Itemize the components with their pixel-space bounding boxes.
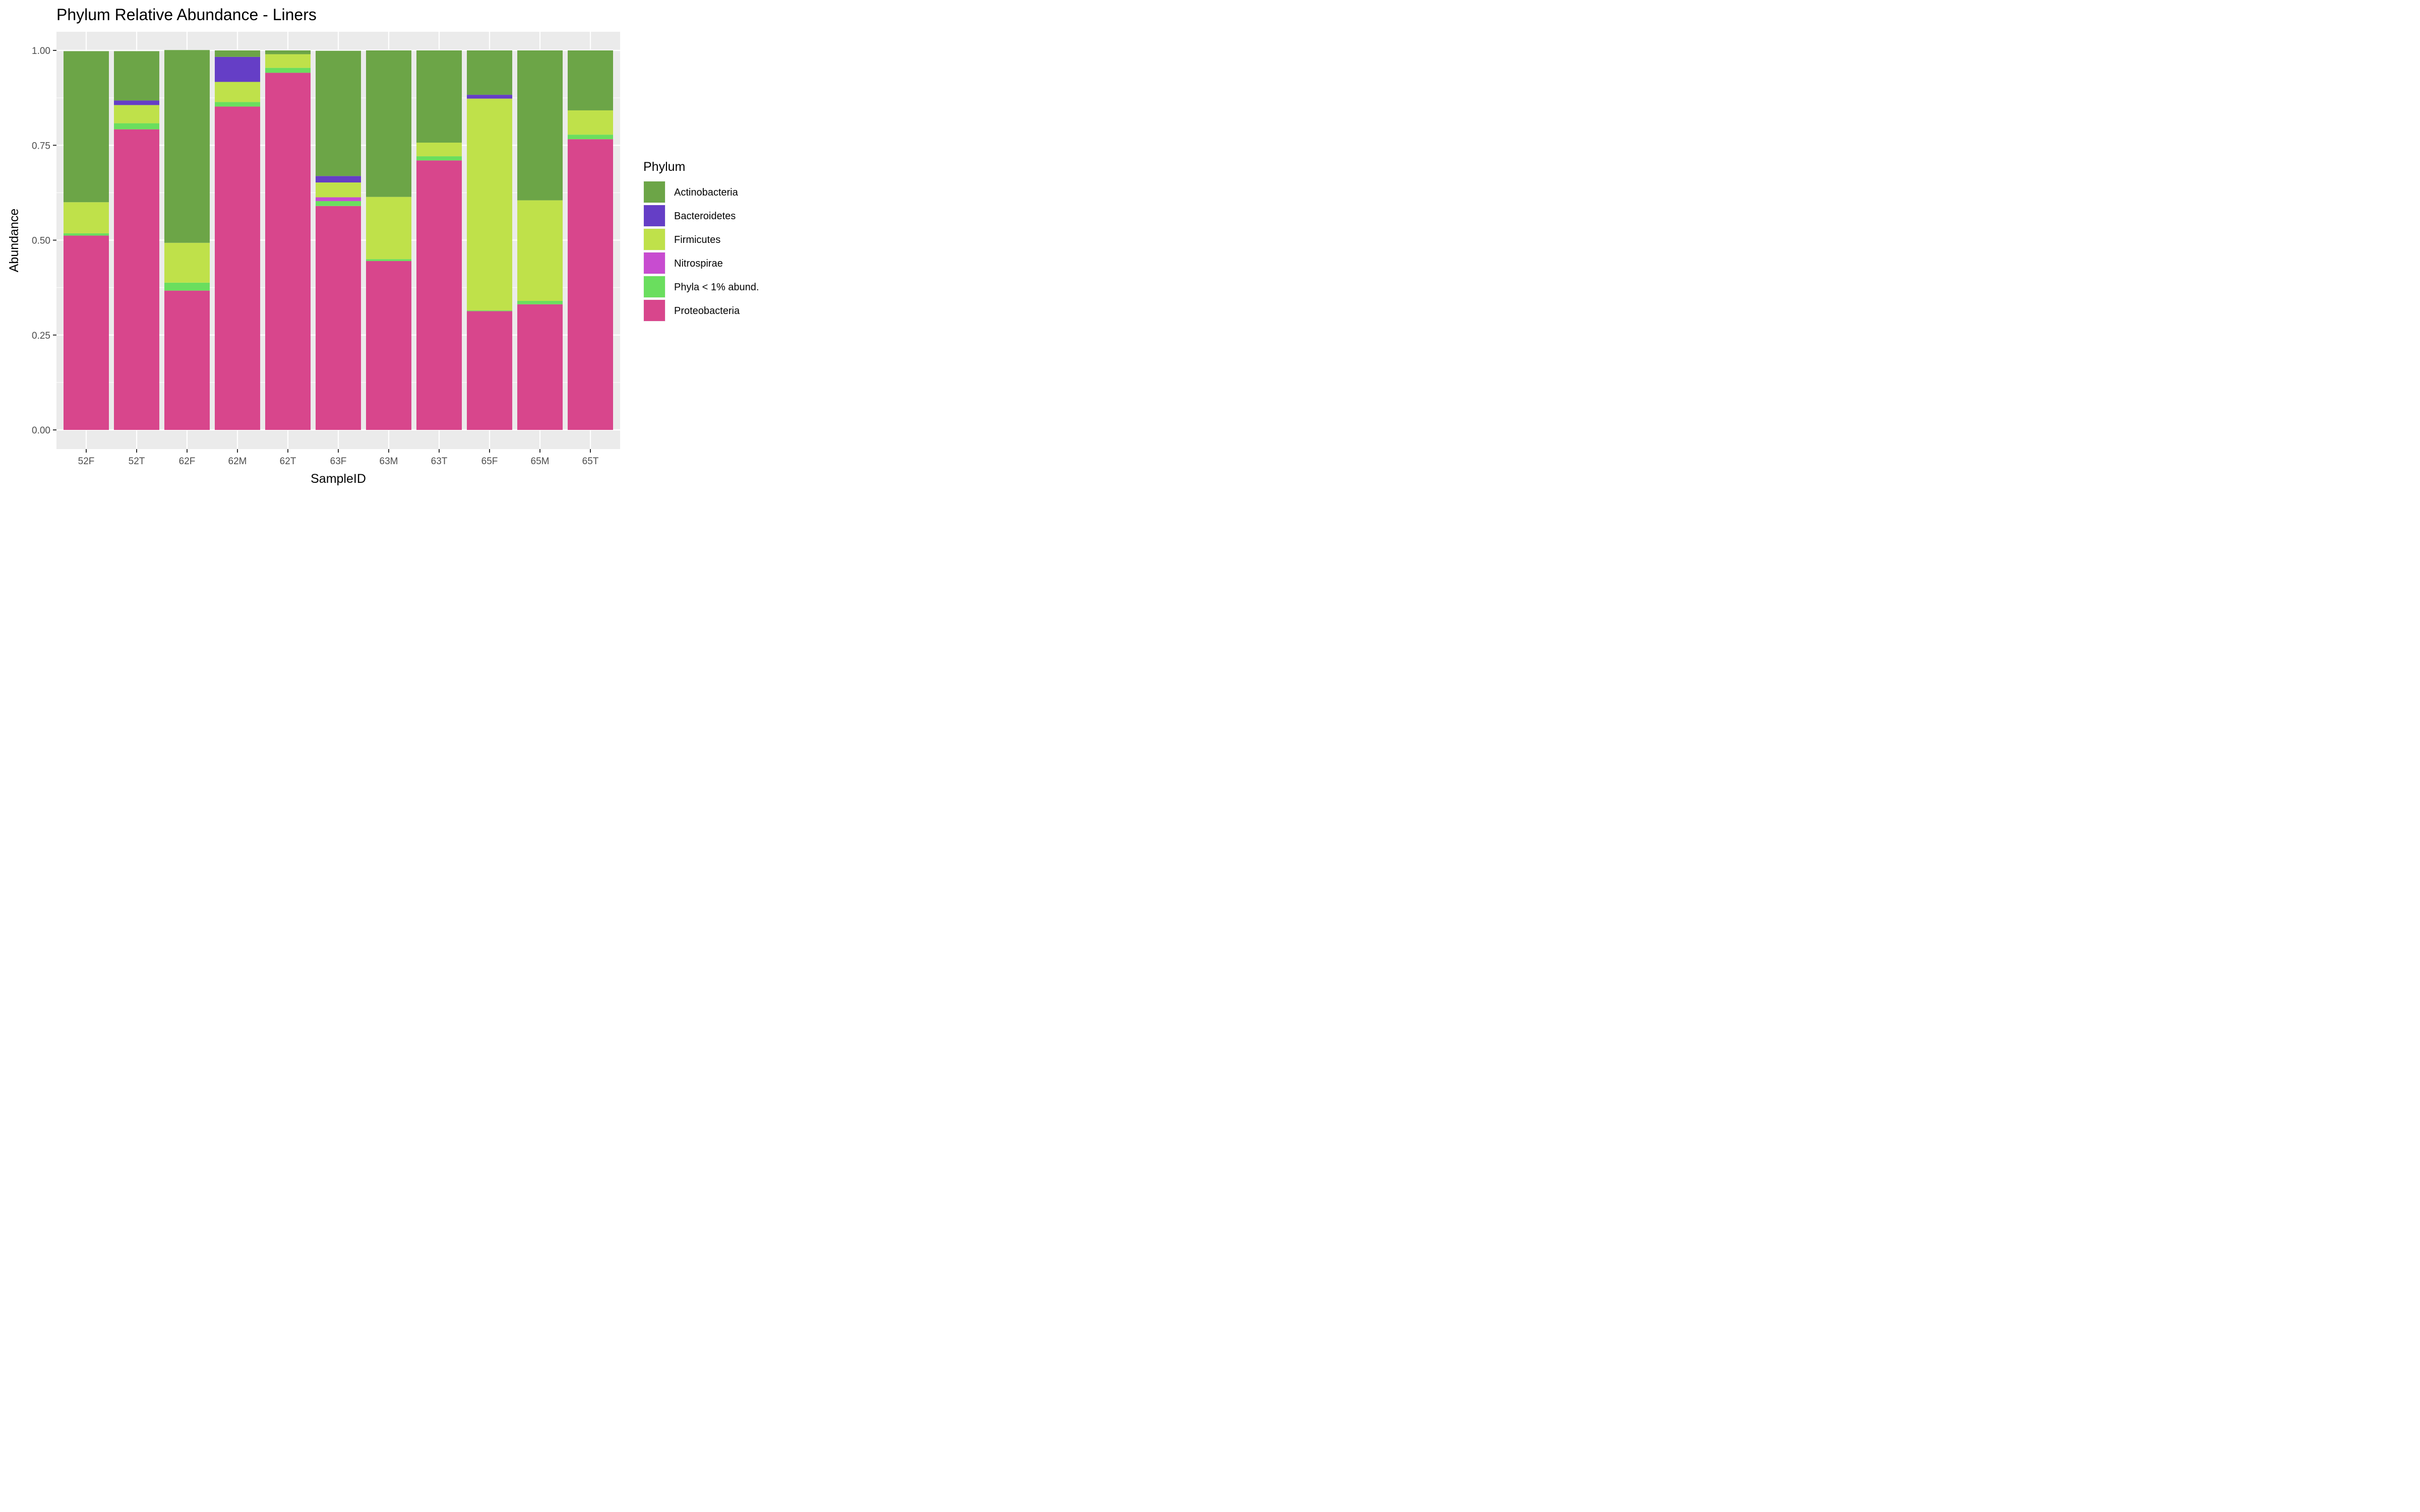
bar-segment-65F-firmicutes bbox=[467, 98, 512, 310]
bar-segment-63F-phyla-1-abund- bbox=[316, 201, 361, 206]
legend-swatch bbox=[644, 276, 665, 297]
x-tick-label: 65T bbox=[582, 456, 599, 467]
legend-label: Phyla < 1% abund. bbox=[674, 282, 759, 293]
y-tick-label: 0.75 bbox=[32, 141, 50, 151]
bar-segment-52T-bacteroidetes bbox=[114, 100, 159, 105]
bar-segment-63M-actinobacteria bbox=[366, 50, 411, 197]
bar-segment-63F-proteobacteria bbox=[316, 206, 361, 430]
bar-segment-65T-phyla-1-abund- bbox=[568, 135, 613, 140]
bar-segment-62F-firmicutes bbox=[164, 242, 210, 283]
bar-segment-65F-proteobacteria bbox=[467, 311, 512, 430]
legend-label: Actinobacteria bbox=[674, 187, 739, 198]
bars bbox=[64, 50, 613, 430]
x-axis: 52F 52T 62F 62M 62T 63F 63M 63T 65F 65M 65T bbox=[78, 449, 599, 467]
bar-segment-63T-firmicutes bbox=[416, 142, 462, 157]
bar-segment-62T-phyla-1-abund- bbox=[265, 68, 311, 73]
bar-segment-63F-firmicutes bbox=[316, 182, 361, 198]
y-tick-label: 1.00 bbox=[32, 46, 50, 56]
bar-segment-52T-proteobacteria bbox=[114, 129, 159, 430]
bar-segment-65M-phyla-1-abund- bbox=[517, 300, 563, 304]
bar-segment-62T-firmicutes bbox=[265, 54, 311, 68]
bar-segment-63F-actinobacteria bbox=[316, 50, 361, 176]
x-tick-label: 65M bbox=[531, 456, 550, 467]
chart-title: Phylum Relative Abundance - Liners bbox=[56, 6, 317, 24]
bar-segment-65F-bacteroidetes bbox=[467, 95, 512, 99]
bar-segment-65M-proteobacteria bbox=[517, 304, 563, 430]
bar-segment-63M-phyla-1-abund- bbox=[366, 259, 411, 261]
bar-segment-62F-actinobacteria bbox=[164, 50, 210, 243]
legend-label: Bacteroidetes bbox=[674, 211, 736, 222]
bar-segment-62M-bacteroidetes bbox=[215, 56, 260, 82]
x-tick-label: 52T bbox=[129, 456, 145, 467]
bar-segment-52F-actinobacteria bbox=[64, 51, 109, 203]
legend-swatch bbox=[644, 229, 665, 250]
stacked-bar-chart: Phylum Relative Abundance - Liners 0.000… bbox=[7, 6, 759, 486]
bar-segment-63M-proteobacteria bbox=[366, 261, 411, 430]
legend-label: Proteobacteria bbox=[674, 305, 740, 317]
y-axis: 0.00 0.25 0.50 0.75 1.00 bbox=[32, 46, 56, 436]
bar-segment-52F-proteobacteria bbox=[64, 235, 109, 430]
bar-segment-65F-phyla-1-abund- bbox=[467, 310, 512, 311]
y-tick-label: 0.00 bbox=[32, 425, 50, 436]
x-tick-label: 62T bbox=[280, 456, 296, 467]
bar-segment-52T-actinobacteria bbox=[114, 51, 159, 101]
bar-segment-62F-phyla-1-abund- bbox=[164, 282, 210, 291]
x-tick-label: 62M bbox=[228, 456, 247, 467]
bar-segment-63T-actinobacteria bbox=[416, 50, 462, 143]
legend-swatch bbox=[644, 181, 665, 203]
x-tick-label: 62F bbox=[179, 456, 196, 467]
legend-swatch bbox=[644, 300, 665, 321]
bar-segment-65M-actinobacteria bbox=[517, 50, 563, 201]
legend: Phylum Actinobacteria Bacteroidetes Firmic… bbox=[643, 160, 759, 322]
x-tick-label: 63M bbox=[380, 456, 398, 467]
x-tick-label: 52F bbox=[78, 456, 95, 467]
bar-segment-62M-proteobacteria bbox=[215, 106, 260, 430]
bar-segment-63T-proteobacteria bbox=[416, 160, 462, 430]
bar-segment-63T-phyla-1-abund- bbox=[416, 156, 462, 161]
bar-segment-52F-phyla-1-abund- bbox=[64, 233, 109, 236]
bar-segment-62F-proteobacteria bbox=[164, 290, 210, 430]
y-tick-label: 0.25 bbox=[32, 331, 50, 341]
bar-segment-52F-firmicutes bbox=[64, 202, 109, 233]
legend-swatch bbox=[644, 205, 665, 226]
bar-segment-62T-actinobacteria bbox=[265, 50, 311, 54]
bar-segment-62M-actinobacteria bbox=[215, 50, 260, 57]
y-axis-title: Abundance bbox=[7, 209, 21, 273]
bar-segment-52T-firmicutes bbox=[114, 105, 159, 123]
legend-title: Phylum bbox=[643, 160, 685, 174]
bar-segment-65M-firmicutes bbox=[517, 200, 563, 301]
bar-segment-63F-nitrospirae bbox=[316, 197, 361, 201]
x-axis-title: SampleID bbox=[311, 472, 366, 486]
legend-swatch bbox=[644, 253, 665, 274]
bar-segment-65T-firmicutes bbox=[568, 110, 613, 135]
y-tick-label: 0.50 bbox=[32, 236, 50, 246]
bar-segment-62M-phyla-1-abund- bbox=[215, 102, 260, 107]
bar-segment-62T-proteobacteria bbox=[265, 73, 311, 430]
legend-label: Nitrospirae bbox=[674, 258, 723, 269]
x-tick-label: 63F bbox=[330, 456, 347, 467]
bar-segment-63F-bacteroidetes bbox=[316, 176, 361, 183]
bar-segment-65T-actinobacteria bbox=[568, 50, 613, 110]
bar-segment-63M-firmicutes bbox=[366, 197, 411, 260]
bar-segment-62M-firmicutes bbox=[215, 82, 260, 102]
x-tick-label: 65F bbox=[481, 456, 498, 467]
bar-segment-52T-phyla-1-abund- bbox=[114, 123, 159, 130]
legend-label: Firmicutes bbox=[674, 234, 720, 245]
bar-segment-65F-actinobacteria bbox=[467, 50, 512, 95]
x-tick-label: 63T bbox=[431, 456, 448, 467]
bar-segment-65T-proteobacteria bbox=[568, 139, 613, 430]
